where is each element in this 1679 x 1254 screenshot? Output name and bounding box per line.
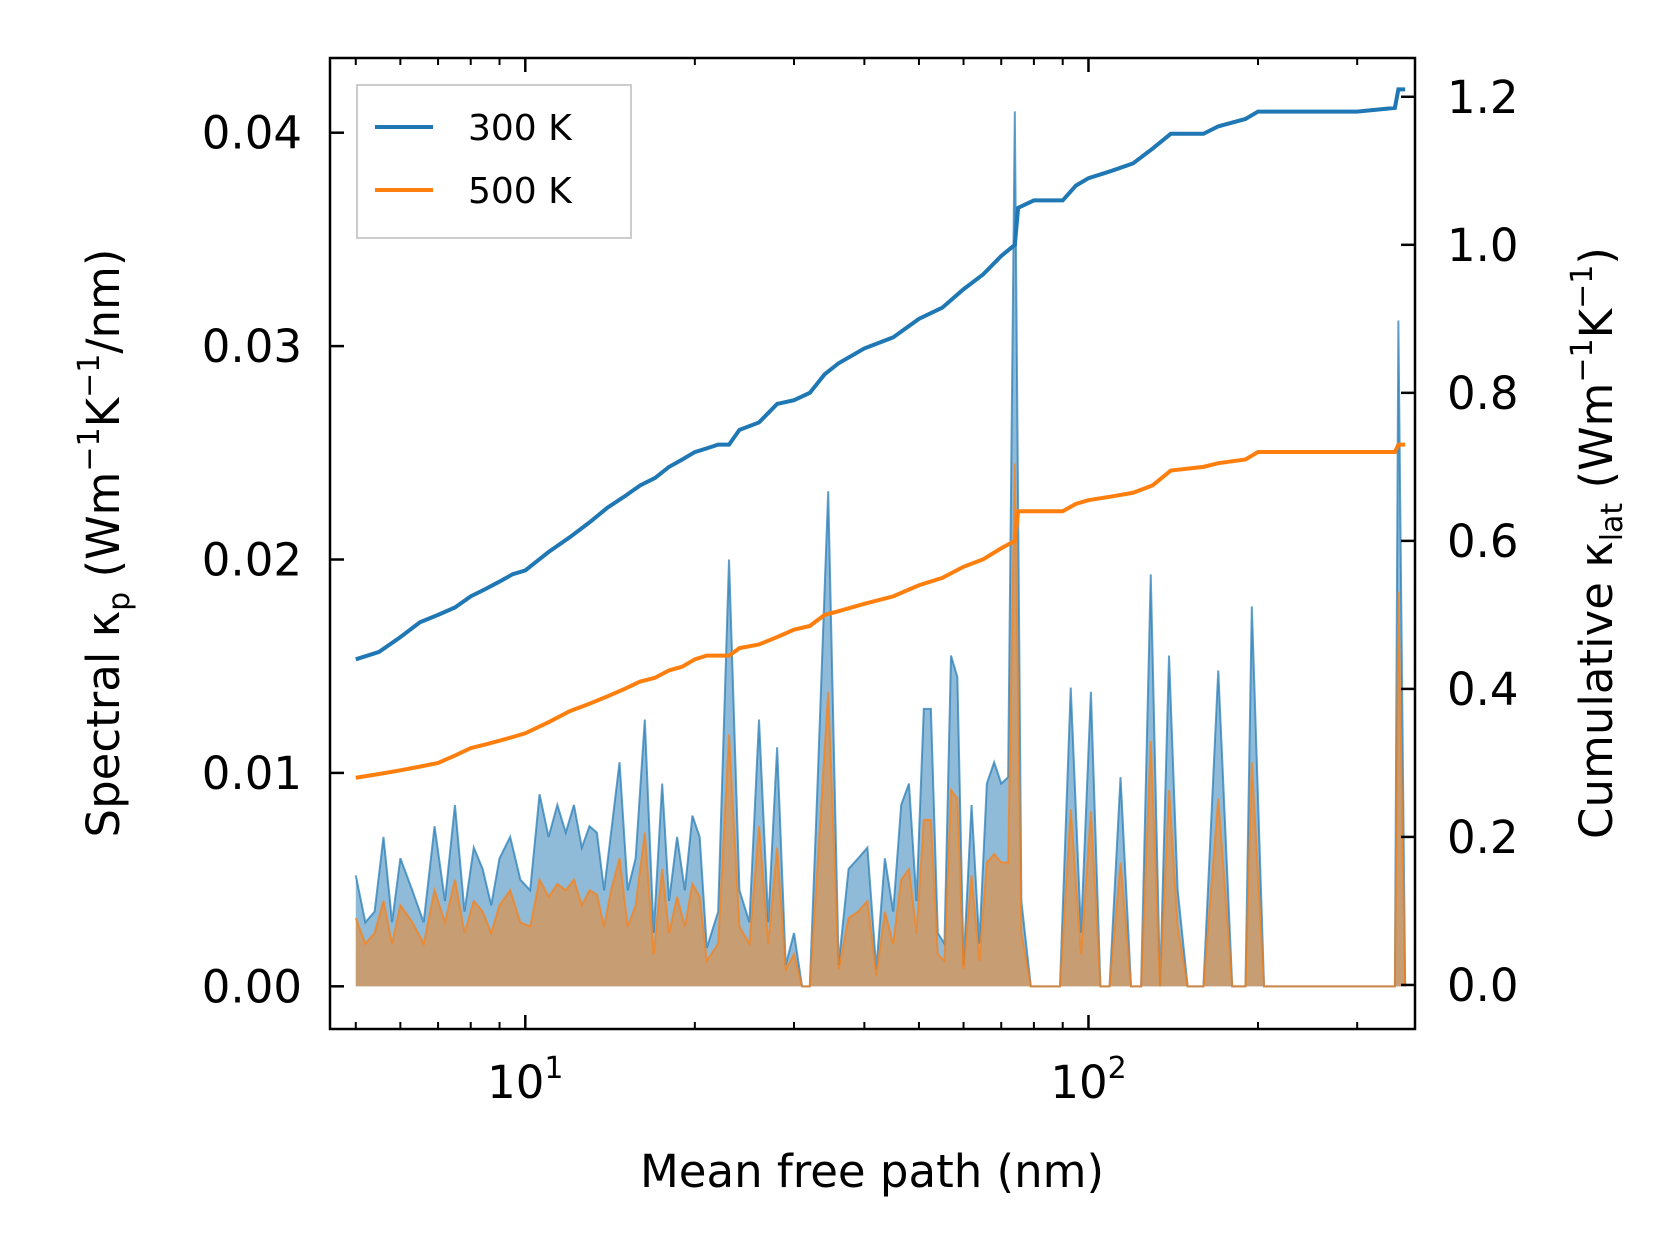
y-right-tick-label: 0.2: [1447, 811, 1519, 864]
legend-label-500k: 500 K: [468, 171, 573, 212]
cumulative-line-300k: [355, 87, 1406, 662]
y-right-tick-label: 0.8: [1447, 367, 1519, 420]
y-left-tick-label: 0.01: [202, 747, 302, 800]
y-left-tick-label: 0.04: [202, 107, 302, 160]
spectral-layer: [354, 111, 1407, 988]
y-right-tick-label: 0.4: [1447, 663, 1519, 716]
legend-label-300k: 300 K: [468, 108, 573, 149]
y-left-tick-label: 0.02: [202, 534, 302, 587]
y-left-tick-labels: 0.00 0.01 0.02 0.03 0.04: [202, 107, 302, 1014]
y-right-axis-label: Cumulative κlat (Wm−1K−1): [1565, 247, 1630, 839]
y-right-tick-label: 0.0: [1447, 959, 1519, 1012]
plot-frame: [328, 56, 1417, 1031]
spectral-area-300k: [355, 111, 1406, 987]
spectral-outline-500k: [354, 463, 1407, 988]
cumulative-layer: [355, 87, 1406, 780]
y-left-tick-label: 0.00: [202, 960, 302, 1013]
x-axis-label: Mean free path (nm): [640, 1145, 1104, 1198]
legend: 300 K 500 K: [356, 84, 632, 239]
y-right-tick-labels: 0.0 0.2 0.4 0.6 0.8 1.0 1.2: [1447, 71, 1519, 1012]
y-right-tick-label: 0.6: [1447, 515, 1519, 568]
spectral-outline-300k: [354, 111, 1407, 988]
x-tick-labels: 101 102: [487, 1051, 1127, 1109]
y-left-tick-label: 0.03: [202, 320, 302, 373]
y-left-axis-label: Spectral κp (Wm−1K−1/nm): [72, 249, 137, 838]
x-tick-label-10: 101: [487, 1051, 563, 1109]
x-tick-label-100: 102: [1050, 1051, 1126, 1109]
spectral-area-500k: [355, 463, 1406, 987]
cumulative-line-500k: [355, 442, 1406, 780]
y-right-tick-label: 1.0: [1447, 219, 1519, 272]
legend-box: [356, 84, 632, 239]
y-right-tick-label: 1.2: [1447, 71, 1519, 124]
